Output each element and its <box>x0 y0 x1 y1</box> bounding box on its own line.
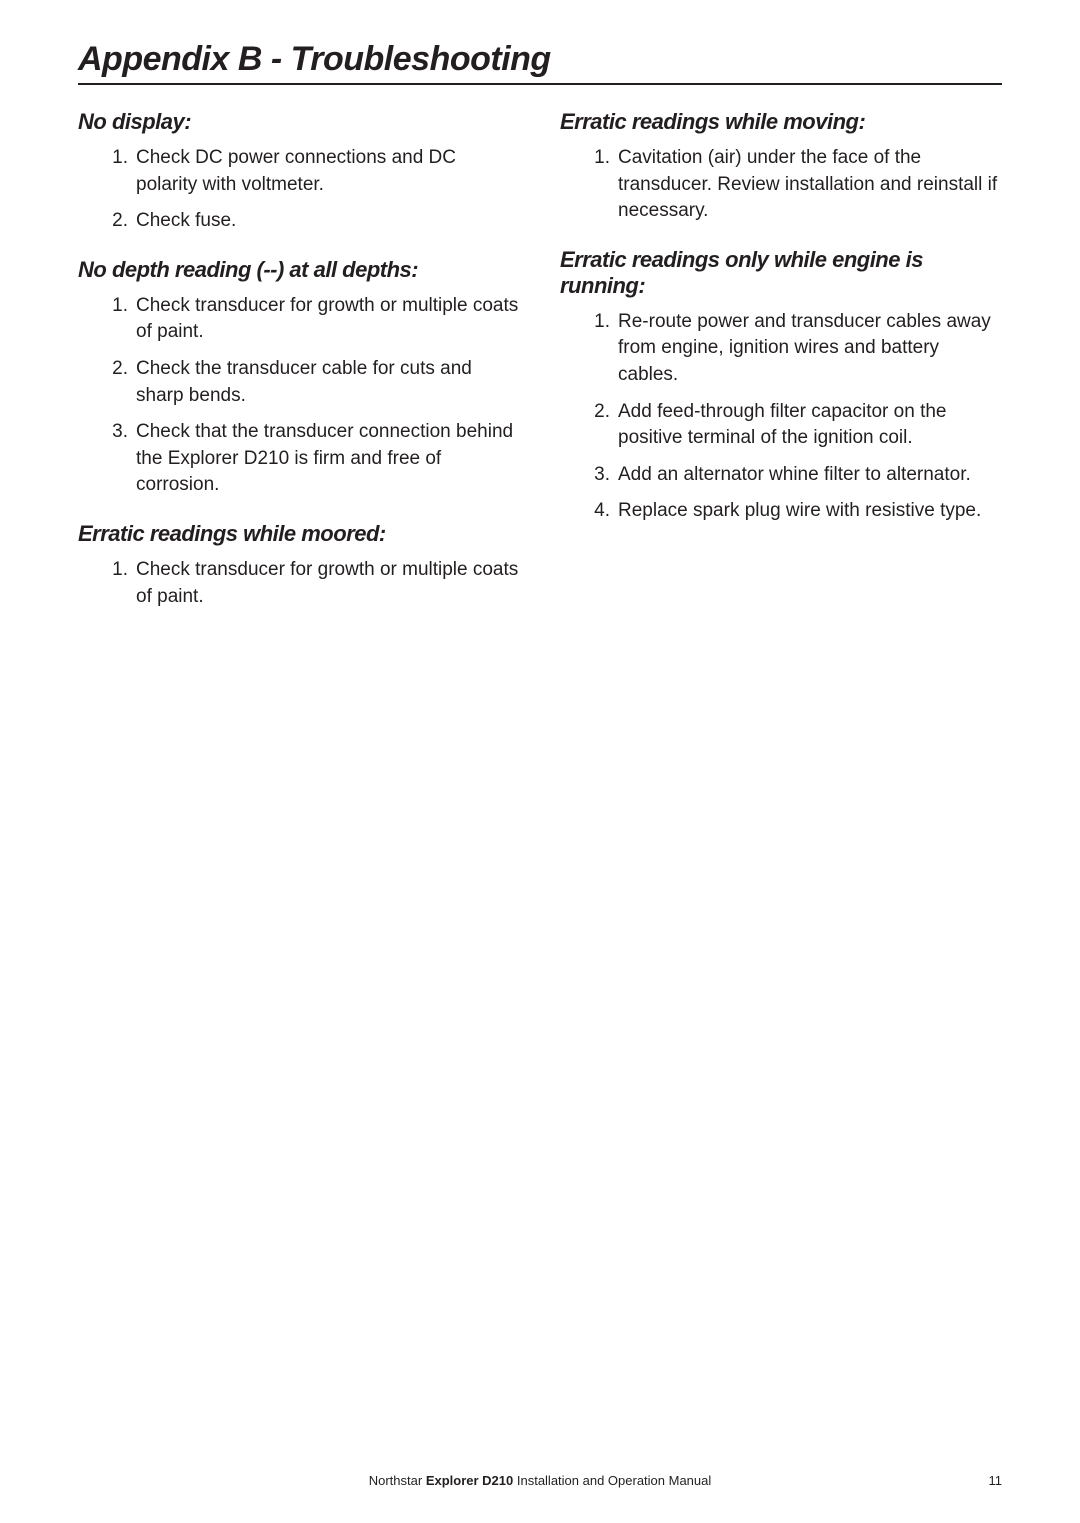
section-heading: Erratic readings while moving: <box>560 109 1002 135</box>
step-list: Check transducer for growth or multiple … <box>106 293 520 499</box>
content-columns: No display: Check DC power connections an… <box>78 109 1002 620</box>
list-item: Check the transducer cable for cuts and … <box>106 356 520 409</box>
list-item: Re-route power and transducer cables awa… <box>588 309 1002 389</box>
list-item: Add feed-through filter capacitor on the… <box>588 399 1002 452</box>
list-item: Check transducer for growth or multiple … <box>106 557 520 610</box>
page: Appendix B - Troubleshooting No display:… <box>0 0 1080 1523</box>
section: No display: Check DC power connections an… <box>78 109 520 235</box>
page-number: 11 <box>989 1473 1003 1488</box>
step-list: Cavitation (air) under the face of the t… <box>588 145 1002 225</box>
footer-product: Explorer D210 <box>426 1473 513 1488</box>
section: No depth reading (--) at all depths: Chec… <box>78 257 520 499</box>
footer-rest: Installation and Operation Manual <box>513 1473 711 1488</box>
list-item: Replace spark plug wire with resistive t… <box>588 498 1002 525</box>
right-column: Erratic readings while moving: Cavitation… <box>560 109 1002 620</box>
section-heading: Erratic readings while moored: <box>78 521 520 547</box>
list-item: Add an alternator whine filter to altern… <box>588 462 1002 489</box>
section-heading: No display: <box>78 109 520 135</box>
step-list: Check transducer for growth or multiple … <box>106 557 520 610</box>
footer-center: Northstar Explorer D210 Installation and… <box>369 1473 712 1488</box>
list-item: Check transducer for growth or multiple … <box>106 293 520 346</box>
footer-brand: Northstar <box>369 1473 426 1488</box>
section-heading: No depth reading (--) at all depths: <box>78 257 520 283</box>
left-column: No display: Check DC power connections an… <box>78 109 520 620</box>
list-item: Check fuse. <box>106 208 520 235</box>
list-item: Check that the transducer connection beh… <box>106 419 520 499</box>
list-item: Cavitation (air) under the face of the t… <box>588 145 1002 225</box>
section: Erratic readings while moored: Check tran… <box>78 521 520 610</box>
step-list: Re-route power and transducer cables awa… <box>588 309 1002 525</box>
list-item: Check DC power connections and DC polari… <box>106 145 520 198</box>
section: Erratic readings while moving: Cavitation… <box>560 109 1002 225</box>
section: Erratic readings only while engine is ru… <box>560 247 1002 525</box>
page-title: Appendix B - Troubleshooting <box>78 40 1002 85</box>
section-heading: Erratic readings only while engine is ru… <box>560 247 1002 299</box>
step-list: Check DC power connections and DC polari… <box>106 145 520 235</box>
